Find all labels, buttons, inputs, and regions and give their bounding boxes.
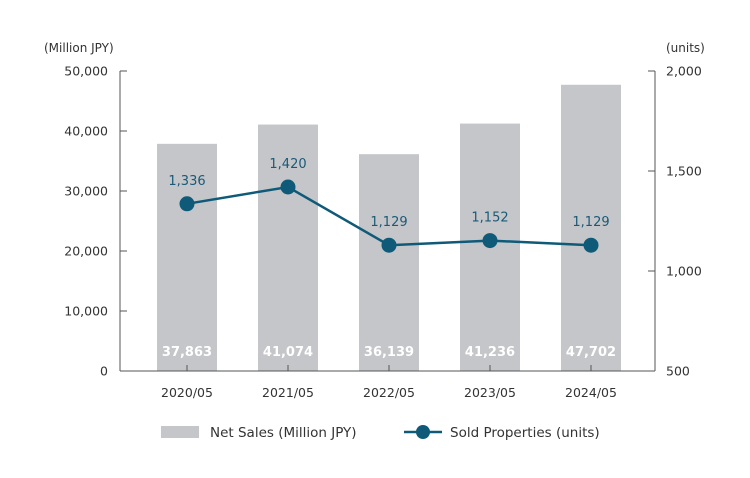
- right-axis-tick-label: 500: [666, 364, 690, 379]
- line-value-label: 1,336: [168, 174, 205, 189]
- x-axis-tick-label: 2023/05: [464, 385, 516, 400]
- right-axis-tick-label: 1,500: [666, 164, 702, 179]
- bar-value-label: 47,702: [566, 345, 616, 360]
- bar-value-label: 41,074: [263, 345, 313, 360]
- sold-properties-point: [280, 179, 296, 195]
- left-axis-tick-label: 10,000: [64, 304, 108, 319]
- bar-value-label: 36,139: [364, 345, 414, 360]
- left-axis-unit-label: (Million JPY): [44, 41, 114, 55]
- right-axis-tick-label: 2,000: [666, 64, 702, 79]
- left-axis-tick-label: 20,000: [64, 244, 108, 259]
- bar-2021/05: [258, 124, 318, 371]
- sold-properties-point: [482, 233, 498, 249]
- legend-label-net-sales: Net Sales (Million JPY): [210, 425, 357, 441]
- left-axis-tick-label: 40,000: [64, 124, 108, 139]
- bar-2020/05: [157, 143, 217, 371]
- line-value-label: 1,129: [572, 215, 609, 230]
- left-axis-tick-label: 0: [100, 364, 108, 379]
- bar-value-label: 41,236: [465, 345, 515, 360]
- x-axis-tick-label: 2024/05: [565, 385, 617, 400]
- bar-2024/05: [561, 84, 621, 372]
- bar-series-group: [157, 84, 621, 372]
- line-value-label: 1,152: [471, 211, 508, 226]
- right-axis-unit-label: (units): [666, 41, 705, 55]
- legend: Net Sales (Million JPY) Sold Properties …: [161, 425, 600, 441]
- sold-properties-point: [583, 237, 599, 253]
- legend-label-sold-properties: Sold Properties (units): [450, 425, 600, 441]
- x-axis-tick-label: 2022/05: [363, 385, 415, 400]
- x-axis-tick-label: 2021/05: [262, 385, 314, 400]
- data-labels-group: 37,863 41,074 36,139 41,236 47,702 1,336 1,420…: [162, 157, 616, 360]
- sold-properties-point: [381, 237, 397, 253]
- line-value-label: 1,420: [269, 157, 306, 172]
- left-axis-tick-label: 50,000: [64, 64, 108, 79]
- right-axis-tick-label: 1,000: [666, 264, 702, 279]
- axes-group: 0 10,000 20,000 30,000 40,000 50,000 500 1,000 1…: [64, 64, 702, 401]
- sold-properties-point: [179, 196, 195, 212]
- bar-value-label: 37,863: [162, 345, 212, 360]
- line-series-group: [179, 179, 599, 253]
- legend-swatch-net-sales: [161, 426, 199, 438]
- legend-swatch-marker-sold-properties: [416, 425, 430, 439]
- bar-2022/05: [359, 154, 419, 371]
- left-axis-tick-label: 30,000: [64, 184, 108, 199]
- line-value-label: 1,129: [370, 215, 407, 230]
- x-axis-tick-label: 2020/05: [161, 385, 213, 400]
